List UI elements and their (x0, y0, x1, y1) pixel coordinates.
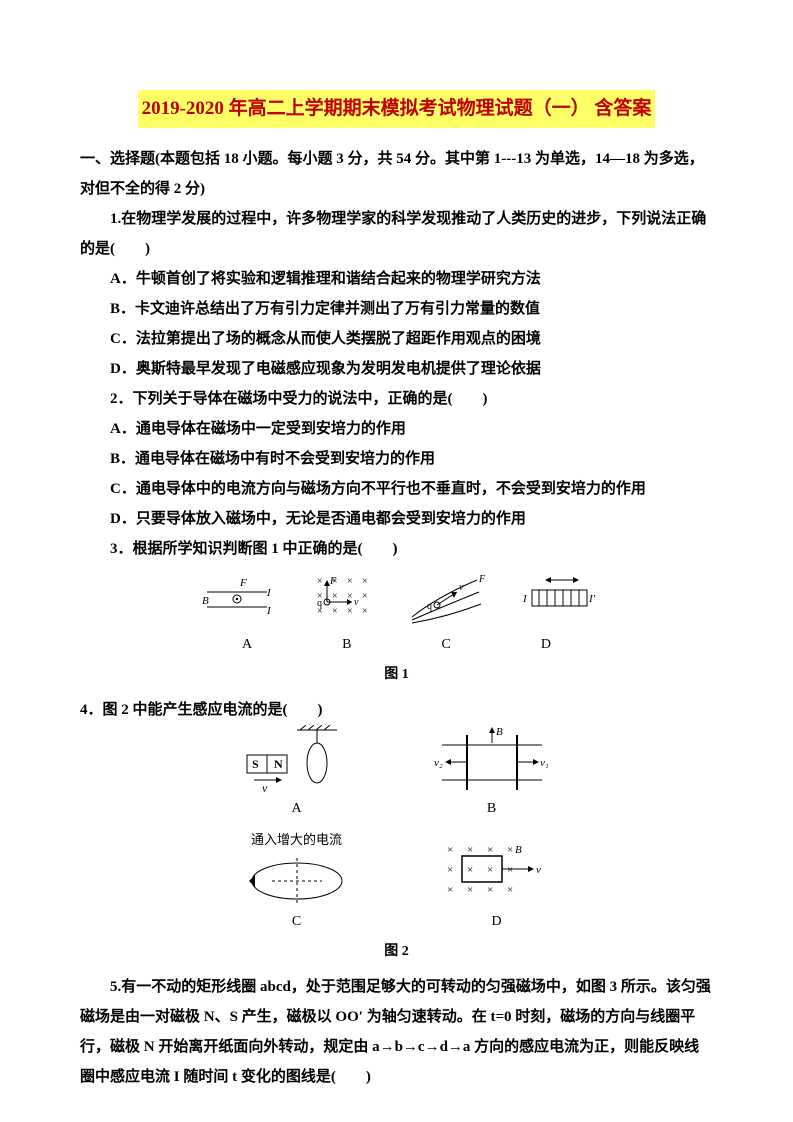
svg-text:I: I (522, 593, 528, 605)
section-heading: 一、选择题(本题包括 18 小题。每小题 3 分，共 54 分。其中第 1---… (80, 144, 713, 204)
figure-1-caption: 图 1 (80, 661, 713, 689)
svg-text:×: × (467, 844, 473, 856)
fig2-sn-label: S (252, 757, 259, 771)
fig1-label-c: C (442, 631, 451, 659)
fig1-label-d: D (541, 631, 551, 659)
svg-text:×: × (507, 884, 513, 896)
fig2-label-d: D (437, 908, 557, 936)
svg-text:F: F (239, 577, 247, 589)
svg-text:×: × (487, 864, 493, 876)
fig2-a-wrap: S N v A (242, 725, 352, 823)
svg-text:q: q (317, 598, 322, 609)
q2-opt-b: B．通电导体在磁场中有时不会受到安培力的作用 (80, 444, 713, 474)
q3-stem: 3．根据所学知识判断图 1 中正确的是( ) (80, 534, 713, 564)
figure-1-row: B I I F ×××× ×××× ×××× q v F (80, 572, 713, 627)
svg-text:I': I' (588, 593, 596, 605)
svg-text:×: × (362, 606, 368, 617)
q1-opt-b: B．卡文迪许总结出了万有引力定律并测出了万有引力常量的数值 (80, 294, 713, 324)
fig2-label-a: A (242, 795, 352, 823)
svg-text:F: F (329, 576, 337, 587)
fig2-d-wrap: × × × × × × × × × × × × B v D (437, 838, 557, 936)
fig2-b-diagram: B v₁ v₂ (432, 725, 552, 795)
svg-text:×: × (447, 844, 453, 856)
q2-opt-a: A．通电导体在磁场中一定受到安培力的作用 (80, 414, 713, 444)
fig2-v-label: v (262, 781, 268, 795)
q1-stem: 1.在物理学发展的过程中，许多物理学家的科学发现推动了人类历史的进步，下列说法正… (80, 204, 713, 264)
svg-text:F: F (478, 574, 486, 585)
svg-text:×: × (467, 864, 473, 876)
svg-text:×: × (332, 591, 338, 602)
svg-text:×: × (347, 606, 353, 617)
svg-text:v: v (459, 582, 464, 593)
page-title: 2019-2020 年高二上学期期末模拟考试物理试题（一） 含答案 (138, 90, 656, 128)
fig2-b-wrap: B v₁ v₂ B (432, 725, 552, 823)
fig2-label-c: C (237, 908, 357, 936)
exam-page: 2019-2020 年高二上学期期末模拟考试物理试题（一） 含答案 一、选择题(… (0, 0, 793, 1122)
fig2-label-b: B (432, 795, 552, 823)
svg-text:×: × (447, 884, 453, 896)
fig1-a-diagram: B I I F (197, 572, 277, 627)
q4-stem: 4．图 2 中能产生感应电流的是( ) (80, 695, 713, 725)
svg-text:v: v (536, 864, 541, 876)
svg-text:N: N (274, 757, 283, 771)
svg-text:×: × (507, 864, 513, 876)
svg-text:×: × (362, 576, 368, 587)
svg-text:×: × (447, 864, 453, 876)
q2-stem: 2．下列关于导体在磁场中受力的说法中，正确的是( ) (80, 384, 713, 414)
figure-2-caption: 图 2 (80, 938, 713, 966)
fig1-d-diagram: I I' (517, 572, 597, 627)
q1-opt-a: A．牛顿首创了将实验和逻辑推理和谐结合起来的物理学研究方法 (80, 264, 713, 294)
fig1-label-b: B (342, 631, 351, 659)
svg-text:×: × (487, 884, 493, 896)
svg-text:q: q (427, 601, 432, 612)
fig2-c-wrap: 通入增大的电流 C (237, 827, 357, 936)
svg-text:×: × (487, 844, 493, 856)
svg-text:×: × (507, 844, 513, 856)
q2-opt-c: C．通电导体中的电流方向与磁场方向不平行也不垂直时，不会受到安培力的作用 (80, 474, 713, 504)
svg-text:v: v (354, 597, 359, 608)
svg-text:B: B (496, 726, 503, 738)
q5-stem: 5.有一不动的矩形线圈 abcd，处于范围足够大的可转动的匀强磁场中，如图 3 … (80, 972, 713, 1092)
fig2-c-diagram (237, 853, 357, 908)
svg-text:×: × (317, 576, 323, 587)
fig2-a-diagram: S N v (242, 725, 352, 795)
q2-opt-d: D．只要导体放入磁场中，无论是否通电都会受到安培力的作用 (80, 504, 713, 534)
figure-2-grid: S N v A B (80, 725, 713, 936)
svg-text:v₁: v₁ (540, 757, 549, 769)
svg-text:B: B (202, 595, 209, 607)
svg-text:×: × (347, 576, 353, 587)
svg-text:×: × (362, 591, 368, 602)
svg-text:B: B (515, 844, 522, 856)
fig1-c-diagram: q v F (407, 572, 487, 627)
svg-text:v₂: v₂ (434, 757, 443, 769)
q1-opt-c: C．法拉第提出了场的概念从而使人类摆脱了超距作用观点的困境 (80, 324, 713, 354)
svg-text:×: × (332, 606, 338, 617)
fig1-label-a: A (242, 631, 252, 659)
q1-opt-d: D．奥斯特最早发现了电磁感应现象为发明发电机提供了理论依据 (80, 354, 713, 384)
fig2-d-diagram: × × × × × × × × × × × × B v (437, 838, 557, 908)
svg-text:×: × (467, 884, 473, 896)
figure-1-labels: A B C D (80, 631, 713, 659)
fig2-c-text: 通入增大的电流 (237, 827, 357, 853)
fig1-b-diagram: ×××× ×××× ×××× q v F (307, 572, 377, 627)
svg-text:I: I (266, 587, 272, 599)
svg-text:I: I (266, 605, 272, 617)
